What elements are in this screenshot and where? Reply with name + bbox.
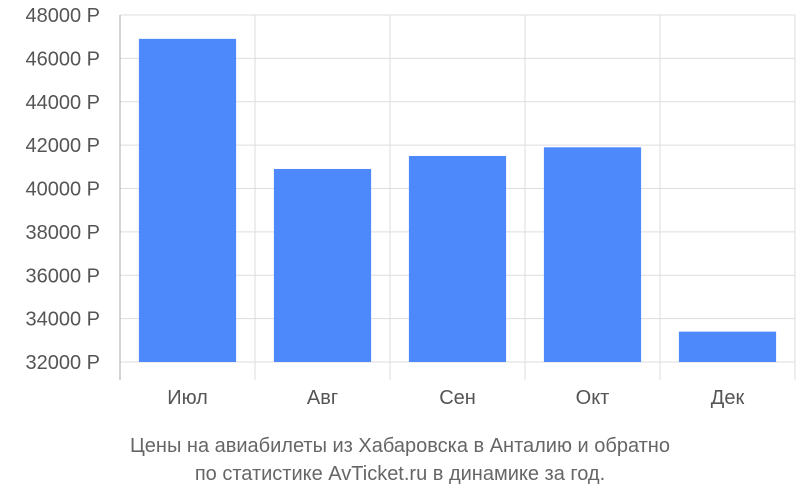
bar-Июл: [138, 38, 237, 362]
y-tick-label: 38000 Р: [25, 222, 100, 244]
y-tick-label: 32000 Р: [25, 352, 100, 374]
y-tick-label: 36000 Р: [25, 265, 100, 287]
chart-caption-line-1: Цены на авиабилеты из Хабаровска в Антал…: [130, 435, 670, 457]
x-tick-label: Окт: [576, 387, 610, 409]
x-tick-label: Сен: [439, 387, 476, 409]
bar-Окт: [543, 147, 642, 362]
bars: [138, 38, 777, 362]
bar-Авг: [273, 168, 372, 362]
x-tick-label: Авг: [307, 387, 338, 409]
chart-caption-line-2: по статистике AvTicket.ru в динамике за …: [194, 463, 606, 485]
x-tick-label: Июл: [167, 387, 208, 409]
y-tick-label: 46000 Р: [25, 48, 100, 70]
x-tick-label: Дек: [711, 387, 745, 409]
bar-Сен: [408, 155, 507, 362]
y-tick-label: 42000 Р: [25, 135, 100, 157]
y-tick-label: 48000 Р: [25, 5, 100, 27]
y-axis-ticks: 32000 Р 34000 Р 36000 Р 38000 Р 40000 Р 42000…: [25, 5, 100, 374]
x-axis-labels: Июл Авг Сен Окт Дек: [167, 387, 744, 409]
y-tick-label: 44000 Р: [25, 92, 100, 114]
y-tick-label: 34000 Р: [25, 309, 100, 331]
y-tick-label: 40000 Р: [25, 179, 100, 201]
bar-Дек: [678, 331, 777, 362]
